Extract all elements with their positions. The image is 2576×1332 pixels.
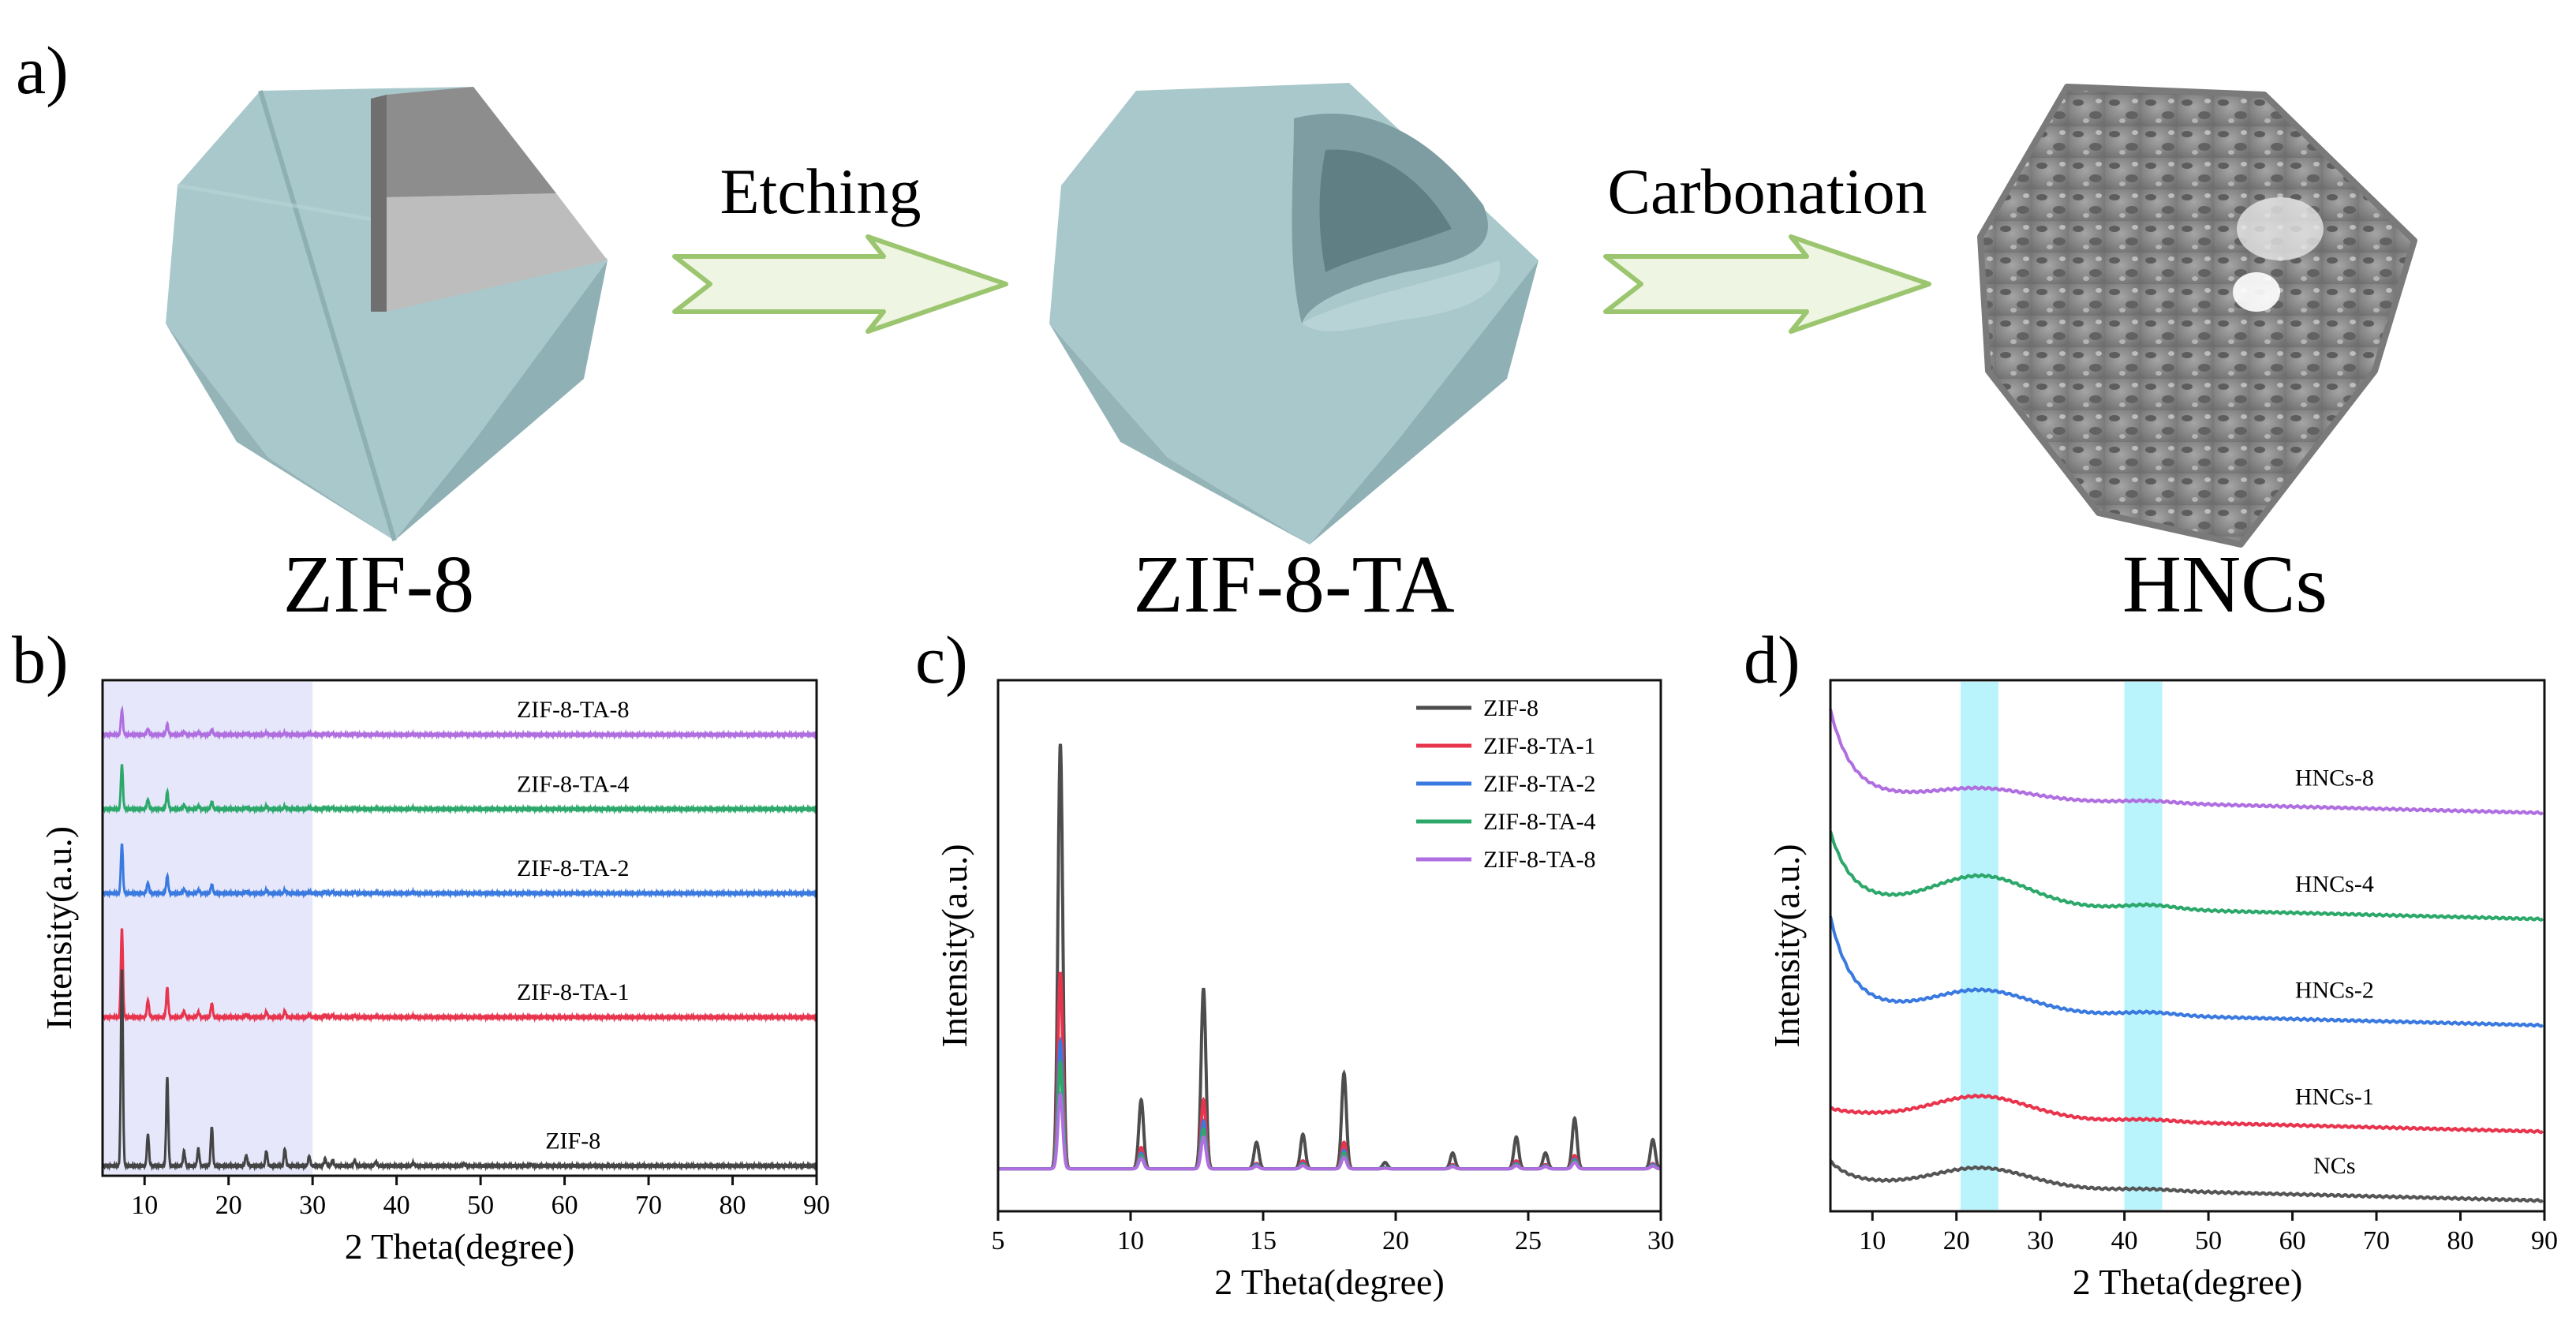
x-tick-label: 40 <box>2111 1226 2138 1255</box>
x-tick-label: 90 <box>2531 1226 2558 1255</box>
series-line-hncs-8 <box>1829 709 2544 816</box>
series-label: NCs <box>2313 1153 2355 1179</box>
zif8-crystal-illustration <box>166 87 608 541</box>
series-label: ZIF-8-TA-4 <box>517 771 630 797</box>
x-tick-label: 50 <box>2195 1226 2222 1255</box>
series-label: ZIF-8 <box>545 1128 600 1154</box>
x-tick-label: 10 <box>1859 1226 1886 1255</box>
series-line-zif-8 <box>998 743 1662 1171</box>
zif8-ta-crystal-illustration <box>1049 83 1538 544</box>
series-label: ZIF-8-TA-1 <box>517 979 630 1005</box>
highlight-band <box>1961 682 1998 1210</box>
x-tick-label: 25 <box>1515 1226 1542 1255</box>
legend-entry: ZIF-8-TA-2 <box>1483 771 1596 797</box>
panel-d-frame <box>1829 679 2546 1213</box>
x-tick-label: 80 <box>720 1191 746 1220</box>
panel-b-axes: 10 20 30 40 50 60 70 80 90 2 Theta(degree) Intensi… <box>12 622 830 1267</box>
series-label: ZIF-8-TA-2 <box>517 855 630 881</box>
series-line-zif-8-ta-2 <box>998 1036 1661 1171</box>
series-line-hncs-4 <box>1829 830 2544 922</box>
panel-d-axes: 10 20 30 40 50 60 70 80 90 2 Theta(degree) Intensi… <box>1744 622 2558 1302</box>
x-tick-label: 30 <box>299 1191 326 1220</box>
y-axis-title: Intensity(a.u.) <box>1767 844 1807 1047</box>
highlight-region <box>103 682 313 1174</box>
panel-letter: b) <box>12 622 69 698</box>
x-tick-label: 15 <box>1250 1226 1277 1255</box>
series-line-zif-8-ta-1 <box>101 928 817 1023</box>
panel-c-frame <box>996 679 1662 1213</box>
x-tick-label: 60 <box>2279 1226 2306 1255</box>
y-axis-title: Intensity(a.u.) <box>934 844 974 1047</box>
x-tick-label: 40 <box>383 1191 410 1220</box>
panel-b-frame <box>101 679 818 1177</box>
series-label: HNCs-8 <box>2295 765 2374 791</box>
x-tick-label: 50 <box>467 1191 494 1220</box>
series-label: HNCs-2 <box>2295 978 2374 1004</box>
x-tick-label: 20 <box>215 1191 242 1220</box>
x-tick-label: 70 <box>635 1191 662 1220</box>
legend-entry: ZIF-8-TA-8 <box>1483 847 1596 873</box>
legend: ZIF-8 ZIF-8-TA-1 ZIF-8-TA-2 ZIF-8-TA-4 ZIF-8… <box>1416 695 1596 873</box>
series-label: HNCs-1 <box>2295 1083 2374 1109</box>
x-tick-label: 70 <box>2363 1226 2390 1255</box>
series-line-zif-8-ta-8 <box>998 1091 1661 1171</box>
series-label: ZIF-8-TA-8 <box>517 697 630 723</box>
series-line-zif-8-ta-4 <box>998 1058 1661 1171</box>
x-axis-title: 2 Theta(degree) <box>2073 1262 2303 1302</box>
y-axis-title: Intensity(a.u.) <box>39 826 79 1030</box>
series-line-zif-8-ta-8 <box>101 705 817 741</box>
series-line-ncs <box>1829 1159 2544 1203</box>
x-tick-label: 30 <box>1647 1226 1674 1255</box>
legend-entry: ZIF-8 <box>1483 695 1538 721</box>
x-tick-label: 30 <box>2027 1226 2054 1255</box>
series-line-hncs-1 <box>1830 1093 2544 1135</box>
series-line-zif-8-ta-4 <box>101 764 817 815</box>
x-axis-title: 2 Theta(degree) <box>345 1226 575 1267</box>
panel-letter-a: a) <box>16 32 69 108</box>
material-label-hncs: HNCs <box>2122 539 2327 630</box>
material-label-zif8: ZIF-8 <box>283 539 475 630</box>
panel-letter: d) <box>1744 622 1800 698</box>
panel-letter: c) <box>915 622 968 698</box>
carbonation-arrow <box>1603 234 1931 334</box>
material-label-zif8-ta: ZIF-8-TA <box>1133 539 1455 630</box>
carbonation-label: Carbonation <box>1607 155 1927 227</box>
etching-arrow <box>672 234 1008 334</box>
series-label: HNCs-4 <box>2295 871 2374 897</box>
x-tick-label: 10 <box>1117 1226 1144 1255</box>
series-line-hncs-2 <box>1829 915 2544 1028</box>
hncs-carbon-illustration <box>1977 84 2417 548</box>
highlight-band <box>2124 682 2163 1210</box>
series-line-zif-8-ta-1 <box>998 971 1661 1171</box>
x-tick-label: 10 <box>131 1191 158 1220</box>
synthesis-scheme: a) Etching Carbonation ZIF-8 ZIF-8-TA HN… <box>16 32 2417 630</box>
x-tick-label: 20 <box>1943 1226 1970 1255</box>
panel-c-axes: 5 10 15 20 25 30 2 Theta(degree) Intensity(a.u.… <box>915 622 1674 1302</box>
etching-label: Etching <box>720 155 921 227</box>
x-axis-title: 2 Theta(degree) <box>1214 1262 1445 1302</box>
series-line-zif-8 <box>101 969 817 1172</box>
x-tick-label: 20 <box>1382 1226 1409 1255</box>
x-tick-label: 90 <box>803 1191 830 1220</box>
legend-entry: ZIF-8-TA-4 <box>1483 809 1596 835</box>
legend-entry: ZIF-8-TA-1 <box>1483 733 1596 759</box>
series-line-zif-8-ta-2 <box>101 843 817 900</box>
x-tick-label: 60 <box>551 1191 578 1220</box>
x-tick-label: 5 <box>992 1226 1005 1255</box>
x-tick-label: 80 <box>2447 1226 2474 1255</box>
